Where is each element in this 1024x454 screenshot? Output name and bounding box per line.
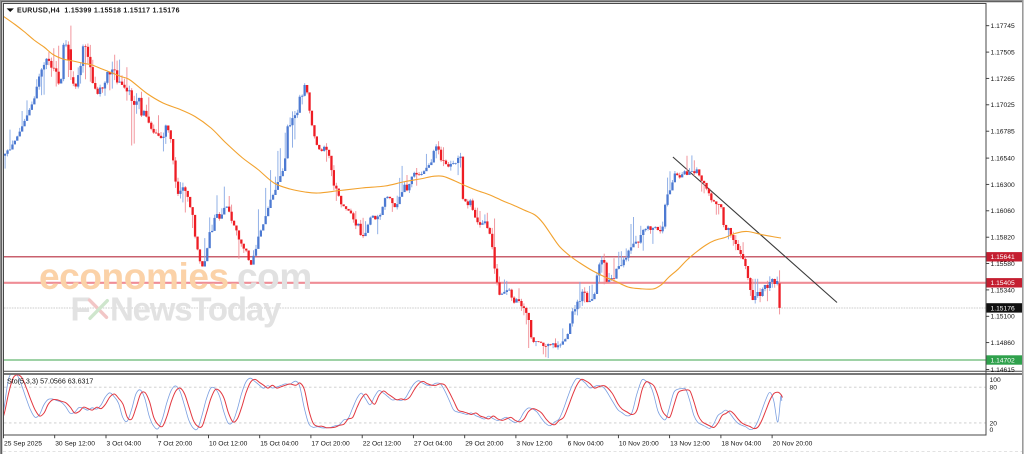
svg-text:10 Nov 20:00: 10 Nov 20:00 bbox=[619, 440, 659, 447]
svg-text:25 Sep 2025: 25 Sep 2025 bbox=[4, 440, 42, 447]
svg-text:1.15100: 1.15100 bbox=[991, 314, 1015, 321]
svg-text:17 Oct 20:00: 17 Oct 20:00 bbox=[311, 440, 350, 447]
svg-text:1.14615: 1.14615 bbox=[991, 367, 1015, 374]
svg-text:80: 80 bbox=[990, 385, 998, 392]
svg-text:1.15641: 1.15641 bbox=[991, 254, 1015, 261]
svg-text:NewsToday: NewsToday bbox=[110, 291, 282, 328]
svg-text:6 Nov 04:00: 6 Nov 04:00 bbox=[568, 440, 604, 447]
svg-text:1.17505: 1.17505 bbox=[991, 50, 1015, 57]
svg-text:EURUSD,H4 1.15399 1.15518 1.1: EURUSD,H4 1.15399 1.15518 1.15117 1.1517… bbox=[17, 8, 180, 15]
svg-text:1.15340: 1.15340 bbox=[991, 287, 1015, 294]
svg-text:1.14702: 1.14702 bbox=[991, 357, 1015, 364]
svg-text:1.15820: 1.15820 bbox=[991, 235, 1015, 242]
svg-text:1.16300: 1.16300 bbox=[991, 182, 1015, 189]
svg-text:27 Oct 04:00: 27 Oct 04:00 bbox=[414, 440, 453, 447]
svg-text:100: 100 bbox=[990, 377, 1001, 384]
svg-text:com: com bbox=[237, 256, 312, 297]
svg-text:Sto(5,3,3) 57.0566 63.6317: Sto(5,3,3) 57.0566 63.6317 bbox=[7, 377, 93, 385]
svg-text:0: 0 bbox=[990, 427, 994, 434]
svg-text:F: F bbox=[71, 291, 91, 328]
svg-text:1.15405: 1.15405 bbox=[991, 280, 1015, 287]
svg-text:22 Oct 12:00: 22 Oct 12:00 bbox=[363, 440, 402, 447]
svg-text:1.15176: 1.15176 bbox=[991, 305, 1015, 312]
svg-text:20 Nov 20:00: 20 Nov 20:00 bbox=[773, 440, 813, 447]
svg-text:29 Oct 20:00: 29 Oct 20:00 bbox=[465, 440, 504, 447]
svg-text:15 Oct 04:00: 15 Oct 04:00 bbox=[260, 440, 299, 447]
svg-text:1.15580: 1.15580 bbox=[991, 261, 1015, 268]
svg-text:13 Nov 12:00: 13 Nov 12:00 bbox=[670, 440, 710, 447]
svg-text:1.17745: 1.17745 bbox=[991, 23, 1015, 30]
svg-text:1.16785: 1.16785 bbox=[991, 129, 1015, 136]
svg-text:7 Oct 20:00: 7 Oct 20:00 bbox=[158, 440, 193, 447]
svg-text:10 Oct 12:00: 10 Oct 12:00 bbox=[209, 440, 248, 447]
svg-text:1.17265: 1.17265 bbox=[991, 76, 1015, 83]
svg-text:1.14860: 1.14860 bbox=[991, 340, 1015, 347]
svg-text:3 Nov 12:00: 3 Nov 12:00 bbox=[516, 440, 552, 447]
svg-text:18 Nov 04:00: 18 Nov 04:00 bbox=[721, 440, 761, 447]
svg-text:1.17025: 1.17025 bbox=[991, 102, 1015, 109]
svg-text:3 Oct 04:00: 3 Oct 04:00 bbox=[107, 440, 142, 447]
svg-text:1.16540: 1.16540 bbox=[991, 156, 1015, 163]
svg-text:1.16060: 1.16060 bbox=[991, 208, 1015, 215]
svg-text:30 Sep 12:00: 30 Sep 12:00 bbox=[55, 440, 95, 447]
svg-text:20: 20 bbox=[990, 420, 998, 427]
